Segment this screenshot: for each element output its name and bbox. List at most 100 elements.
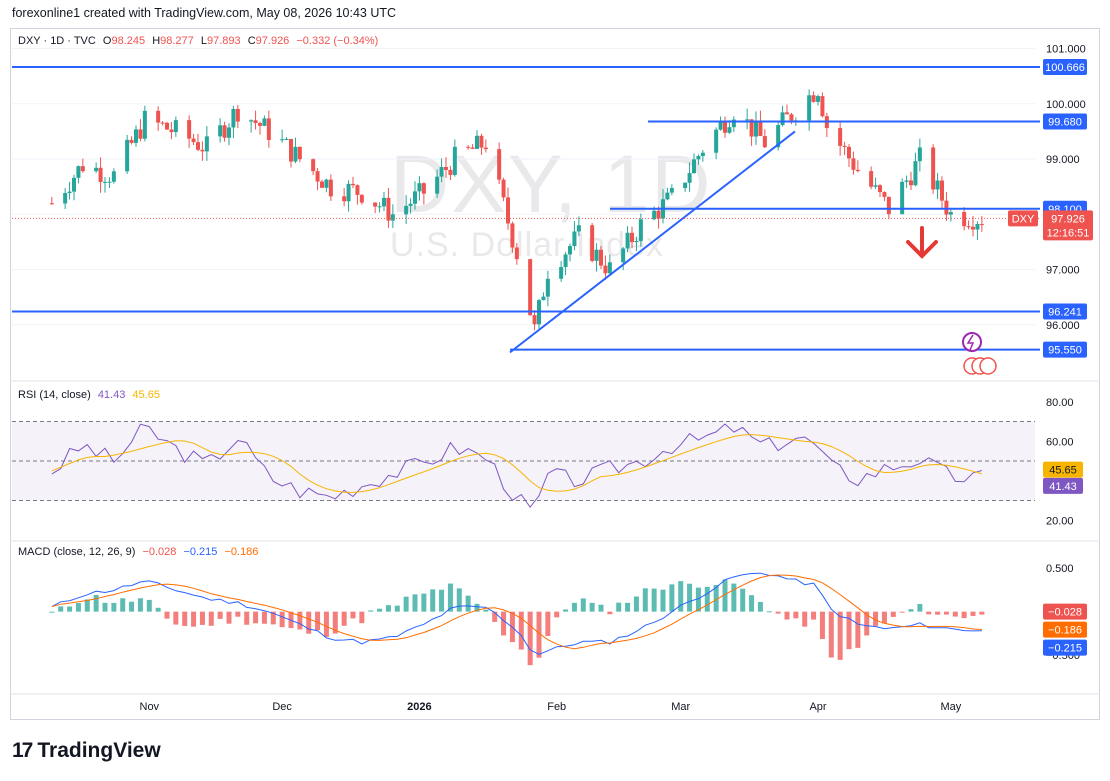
macd-histogram-bar [713, 584, 719, 612]
candle-body [444, 167, 448, 170]
symbol-tag-label: DXY [1012, 213, 1035, 225]
candle-body [253, 120, 258, 124]
candle-body [165, 122, 169, 130]
candle-body [909, 180, 913, 186]
macd-histogram-bar [456, 588, 462, 612]
key-level-label: 95.550 [1048, 345, 1082, 357]
macd-histogram-bar [669, 584, 675, 612]
candle-body [723, 121, 727, 133]
rsi-tick-label: 20.00 [1046, 515, 1074, 527]
last-price-tag [1043, 210, 1093, 241]
macd-histogram-bar [908, 609, 914, 612]
candle-body [625, 232, 630, 249]
candle-body [962, 212, 967, 227]
lightning-event-icon [962, 332, 982, 352]
key-level-tag [1043, 341, 1087, 358]
key-level-tag [1043, 59, 1087, 76]
tradingview-logo[interactable]: 17 TradingView [12, 739, 161, 763]
macd-histogram-bar [350, 611, 356, 619]
macd-histogram-bar [855, 611, 861, 648]
candle-body [231, 108, 236, 128]
candle-body [816, 96, 820, 102]
macd-histogram-bar [120, 598, 126, 612]
macd-histogram-bar [935, 611, 941, 615]
macd-tick-label: 0.500 [1046, 563, 1074, 575]
candle-body [289, 138, 293, 162]
rsi-ma-line [51, 434, 983, 493]
candle-body [76, 166, 81, 178]
macd-histogram-bar [518, 611, 524, 650]
candle-body [475, 135, 479, 149]
open-label: O [102, 35, 112, 47]
candle-body [413, 191, 417, 204]
rsi-ma-tag [1043, 461, 1083, 478]
candle-body [187, 120, 192, 139]
candle-body [966, 226, 971, 228]
macd-histogram-bar [84, 599, 90, 612]
low-label: L [200, 35, 207, 47]
macd-histogram-bar [377, 608, 383, 612]
open-value: 98.245 [111, 35, 146, 47]
macd-histogram-bar [589, 602, 595, 612]
time-axis-label: Nov [140, 701, 160, 713]
macd-histogram-bar [811, 611, 817, 620]
macd-histogram-bar [217, 611, 223, 619]
us-flag-event-icon [979, 357, 997, 375]
macd-histogram-bar [890, 611, 896, 617]
candle-body [789, 114, 794, 121]
candle-body [904, 180, 909, 182]
macd-histogram-bar [501, 611, 507, 636]
candle-body [532, 315, 537, 325]
candle-body [134, 129, 138, 143]
candle-body [718, 121, 723, 130]
candle-body [855, 169, 860, 172]
macd-histogram-bar [819, 611, 825, 640]
macd-histogram-bar [235, 611, 241, 617]
candle-body [514, 247, 519, 260]
candle-body [545, 278, 550, 297]
candle-body [439, 167, 444, 177]
candle-body [142, 110, 147, 139]
macd-histogram-bar [323, 611, 329, 637]
macd-signal-tag [1043, 621, 1087, 638]
macd-histogram-bar [881, 611, 887, 624]
macd-histogram-bar [704, 586, 710, 612]
candle-body [749, 119, 754, 137]
candle-body [390, 214, 395, 221]
macd-histogram-bar [49, 611, 55, 613]
price-tick-label: 99.000 [1046, 154, 1080, 166]
candle-body [913, 161, 918, 186]
macd-histogram-bar [394, 605, 400, 612]
macd-label[interactable]: MACD (close, 12, 26, 9) [18, 546, 136, 558]
candle-body [758, 120, 763, 136]
candle-body [594, 249, 599, 261]
macd-histogram-bar [129, 601, 135, 612]
macd-histogram-bar [766, 611, 772, 613]
macd-histogram-bar [173, 611, 179, 625]
close-label: C [247, 35, 256, 47]
countdown-label: 12:16:51 [1047, 227, 1090, 239]
candle-body [111, 171, 116, 182]
macd-histogram-bar [687, 583, 693, 612]
candle-body [559, 267, 564, 279]
rsi-label[interactable]: RSI (14, close) [18, 389, 91, 401]
candle-body [807, 95, 812, 121]
rsi-ma-value: 45.65 [132, 389, 160, 401]
rsi-line [51, 423, 983, 509]
macd-histogram-bar [297, 611, 303, 630]
candle-body [466, 146, 471, 148]
candle-body [506, 197, 510, 224]
candle-body [351, 183, 355, 186]
time-axis-label: 2026 [407, 701, 431, 713]
macd-histogram-bar [864, 611, 870, 636]
candle-body [811, 95, 816, 102]
price-tick-label: 97.000 [1046, 265, 1080, 277]
symbol-label[interactable]: DXY · 1D · TVC [18, 35, 96, 47]
macd-histogram-bar [651, 588, 657, 612]
price-legend: DXY · 1D · TVC O98.245 H98.277 L97.893 C… [18, 35, 382, 47]
macd-histogram-bar [775, 611, 781, 614]
macd-histogram-bar [749, 595, 755, 612]
candle-body [944, 200, 949, 215]
macd-histogram-bar [385, 605, 391, 612]
